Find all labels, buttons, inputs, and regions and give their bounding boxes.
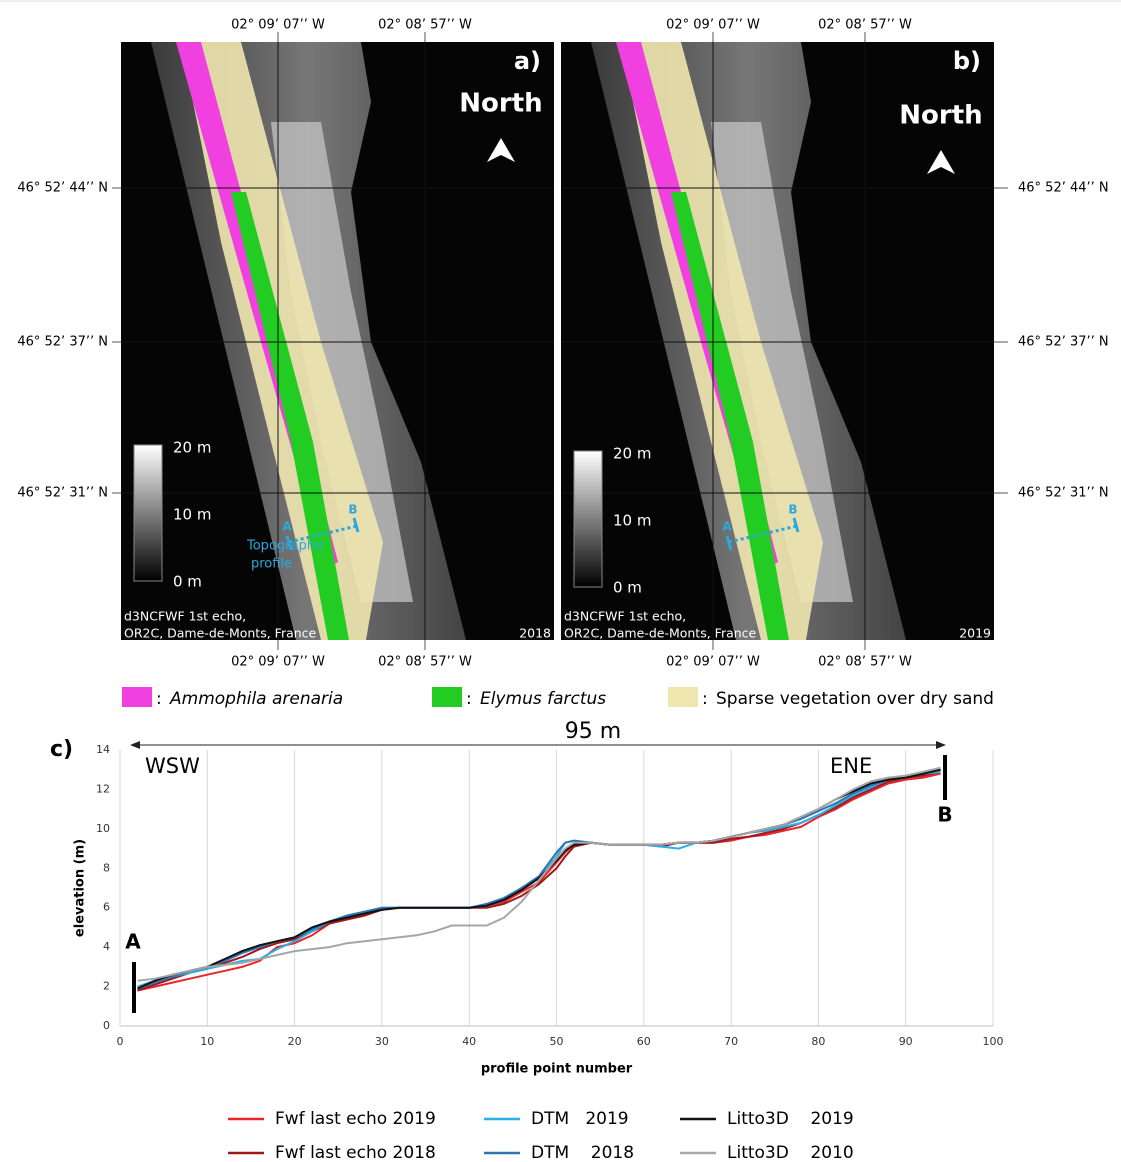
profile-b: B	[788, 503, 797, 517]
wsw-label: WSW	[145, 754, 200, 778]
map-panel: b) North 20 m 10 m 0 m d3NCFWF 1st echo, OR2C,…	[561, 42, 994, 641]
y-axis-label: elevation (m)	[73, 839, 88, 937]
legend-label: Litto3D 2010	[727, 1143, 854, 1162]
x-tick-label: 60	[637, 1035, 651, 1048]
y-tick-label: 6	[103, 901, 110, 914]
legend-swatch	[432, 687, 462, 707]
north-arrow	[487, 138, 515, 162]
x-tick-label: 20	[288, 1035, 302, 1048]
profile-caption: profile	[251, 557, 292, 572]
lon-label: 02° 08’ 57’’ W	[378, 18, 472, 33]
legend-swatch	[122, 687, 152, 707]
legend-sep: :	[466, 689, 472, 709]
arrow-head	[936, 741, 946, 749]
legend-label: Sparse vegetation over dry sand	[716, 689, 994, 709]
legend-sep: :	[702, 689, 708, 709]
point-a-label: A	[125, 930, 141, 954]
scale-label: 10 m	[613, 512, 651, 530]
lon-label: 02° 08’ 57’’ W	[378, 655, 472, 670]
source-label: d3NCFWF 1st echo,	[124, 609, 246, 624]
panel-label: a)	[514, 47, 541, 75]
profile-end	[725, 535, 733, 551]
distance-label: 95 m	[565, 719, 621, 744]
lon-label: 02° 09’ 07’’ W	[666, 18, 760, 33]
lon-label: 02° 08’ 57’’ W	[818, 655, 912, 670]
lat-label: 46° 52’ 44’’ N	[1018, 181, 1109, 196]
dune-crest	[271, 122, 413, 602]
y-tick-label: 14	[96, 743, 110, 756]
lon-label: 02° 09’ 07’’ W	[666, 655, 760, 670]
elevation-scale	[133, 444, 163, 582]
legend-label: Ammophila arenaria	[169, 689, 343, 709]
profile-end	[352, 517, 360, 533]
x-tick-label: 90	[899, 1035, 913, 1048]
source-label: d3NCFWF 1st echo,	[564, 609, 686, 624]
y-tick-label: 0	[103, 1019, 110, 1032]
x-tick-label: 100	[983, 1035, 1004, 1048]
x-tick-label: 30	[375, 1035, 389, 1048]
x-axis-label: profile point number	[481, 1062, 633, 1077]
lat-label: 46° 52’ 37’’ N	[17, 335, 108, 350]
legend-swatch	[668, 687, 698, 707]
source-label: OR2C, Dame-de-Monts, France	[124, 626, 317, 641]
year-label: 2018	[519, 626, 551, 641]
source-label: OR2C, Dame-de-Monts, France	[564, 626, 757, 641]
north-label: North	[899, 101, 982, 131]
x-tick-label: 10	[200, 1035, 214, 1048]
profile-a: A	[282, 520, 292, 534]
dune-crest	[711, 122, 853, 602]
data-line	[137, 770, 941, 988]
panel-label: c)	[50, 737, 73, 762]
legend-label: Fwf last echo 2019	[275, 1109, 436, 1129]
scale-label: 10 m	[173, 506, 211, 524]
elymus	[231, 192, 349, 640]
y-tick-label: 8	[103, 861, 110, 874]
lat-label: 46° 52’ 44’’ N	[17, 181, 108, 196]
x-tick-label: 0	[117, 1035, 124, 1048]
panel-label: b)	[953, 47, 981, 75]
profile-caption: Topographic	[246, 539, 326, 554]
north-label: North	[459, 89, 542, 119]
legend-label: DTM 2019	[531, 1109, 629, 1129]
y-tick-label: 2	[103, 980, 110, 993]
north-arrow	[927, 150, 955, 174]
scale-label: 20 m	[173, 439, 211, 457]
lat-label: 46° 52’ 37’’ N	[1018, 335, 1109, 350]
x-tick-label: 70	[724, 1035, 738, 1048]
year-label: 2019	[959, 626, 991, 641]
lon-label: 02° 09’ 07’’ W	[231, 18, 325, 33]
x-tick-label: 50	[550, 1035, 564, 1048]
profile-end	[285, 535, 293, 551]
lon-label: 02° 08’ 57’’ W	[818, 18, 912, 33]
legend-label: Fwf last echo 2018	[275, 1143, 436, 1162]
lat-label: 46° 52’ 31’’ N	[17, 486, 108, 501]
profile-b: B	[348, 503, 357, 517]
scale-label: 0 m	[613, 579, 642, 597]
lat-label: 46° 52’ 31’’ N	[1018, 486, 1109, 501]
map-panel: a) North 20 m 10 m 0 m d3NCFWF 1st echo, OR2C,…	[121, 42, 554, 641]
elevation-scale	[573, 450, 603, 588]
data-line	[137, 766, 941, 982]
legend-label: Litto3D 2019	[727, 1109, 854, 1129]
legend-label: Elymus farctus	[480, 689, 606, 709]
arrow-head	[130, 741, 140, 749]
x-tick-label: 40	[462, 1035, 476, 1048]
lon-label: 02° 09’ 07’’ W	[231, 655, 325, 670]
ene-label: ENE	[830, 754, 872, 778]
y-tick-label: 4	[103, 940, 110, 953]
scale-label: 20 m	[613, 445, 651, 463]
data-line	[137, 772, 941, 992]
legend-label: DTM 2018	[531, 1143, 634, 1162]
x-tick-label: 80	[811, 1035, 825, 1048]
elymus	[671, 192, 789, 640]
y-tick-label: 10	[96, 822, 110, 835]
scale-label: 0 m	[173, 573, 202, 591]
y-tick-label: 12	[96, 782, 110, 795]
profile-a: A	[722, 520, 732, 534]
profile-end	[792, 517, 800, 533]
legend-sep: :	[156, 689, 162, 709]
point-b-label: B	[937, 803, 952, 827]
